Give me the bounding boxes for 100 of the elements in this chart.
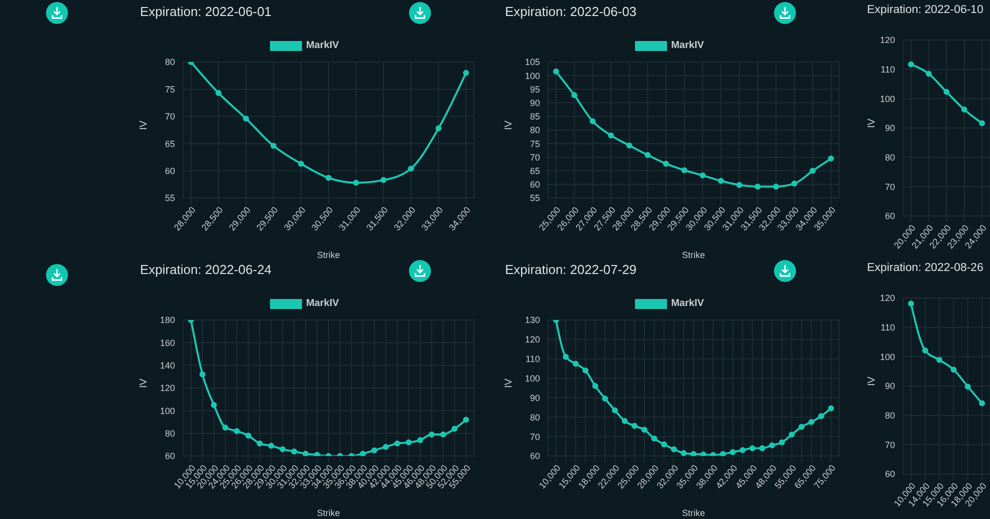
x-axis-title: Strike	[682, 250, 706, 260]
point	[245, 432, 252, 439]
y-tick-label: 60	[530, 451, 540, 462]
y-tick-label: 80	[164, 57, 175, 68]
point	[773, 184, 779, 190]
point	[440, 431, 446, 438]
point	[718, 178, 724, 184]
point	[608, 132, 614, 138]
y-axis-title: IV	[138, 120, 150, 130]
point	[371, 447, 378, 454]
chart-title: Expiration: 2022-06-24	[140, 262, 272, 277]
point	[571, 92, 578, 98]
y-tick-label: 70	[530, 432, 540, 442]
point	[651, 436, 658, 442]
y-tick-label: 70	[884, 440, 895, 450]
y-tick-label: 180	[160, 315, 175, 326]
point	[562, 354, 569, 360]
point	[700, 172, 706, 178]
point	[979, 400, 985, 406]
point	[382, 444, 389, 450]
point	[769, 442, 776, 448]
point	[602, 396, 608, 402]
y-tick-label: 60	[884, 469, 895, 480]
y-tick-label: 55	[530, 193, 540, 204]
y-tick-label: 80	[530, 125, 540, 136]
point	[736, 182, 742, 188]
point	[964, 384, 971, 390]
point	[270, 142, 276, 149]
point	[408, 166, 414, 172]
point	[353, 180, 359, 186]
point	[641, 426, 648, 433]
y-tick-label: 110	[880, 64, 895, 75]
y-tick-label: 60	[884, 211, 895, 222]
y-tick-label: 120	[880, 35, 895, 46]
point	[452, 426, 458, 432]
y-tick-label: 80	[884, 152, 895, 163]
y-tick-label: 60	[530, 180, 540, 190]
y-axis-title: IV	[504, 120, 515, 130]
y-tick-label: 110	[880, 322, 895, 333]
y-tick-label: 60	[164, 451, 175, 462]
point	[922, 348, 928, 354]
point	[291, 448, 298, 454]
point	[582, 368, 588, 374]
point	[730, 449, 736, 456]
point	[428, 431, 435, 438]
point	[749, 445, 756, 452]
point	[908, 61, 914, 68]
y-tick-label: 120	[160, 383, 175, 394]
point	[463, 70, 469, 76]
x-axis-title: Strike	[682, 508, 706, 518]
y-tick-label: 90	[530, 392, 540, 403]
point	[243, 116, 249, 122]
point	[798, 424, 805, 430]
point	[936, 356, 942, 363]
point	[778, 439, 785, 446]
point	[663, 160, 669, 167]
point	[622, 418, 628, 424]
point	[463, 416, 469, 423]
legend-label: MarkIV	[670, 298, 704, 309]
point	[394, 440, 400, 447]
y-tick-label: 65	[164, 138, 175, 149]
y-tick-label: 120	[880, 293, 895, 304]
chart-title: Expiration: 2022-07-29	[505, 262, 637, 277]
y-tick-label: 90	[530, 98, 540, 108]
point	[680, 450, 687, 456]
x-axis-title: Strike	[316, 508, 340, 518]
y-tick-label: 80	[884, 410, 895, 421]
y-tick-label: 85	[530, 112, 540, 122]
y-tick-label: 110	[526, 354, 540, 364]
y-tick-label: 100	[160, 406, 175, 416]
y-tick-label: 70	[164, 112, 175, 122]
point	[632, 422, 638, 429]
point	[592, 383, 598, 390]
y-tick-label: 55	[164, 193, 175, 204]
chart-title: Expiration: 2022-06-10	[867, 4, 984, 16]
point	[222, 424, 228, 431]
point	[298, 160, 304, 167]
y-tick-label: 120	[524, 334, 540, 345]
y-tick-label: 105	[524, 57, 540, 68]
point	[961, 106, 968, 113]
point	[759, 445, 766, 452]
point	[326, 174, 332, 181]
y-tick-label: 100	[524, 70, 540, 81]
legend-label: MarkIV	[305, 298, 339, 309]
chart-title: Expiration: 2022-06-01	[140, 4, 272, 19]
point	[302, 450, 309, 456]
point	[700, 451, 706, 456]
point	[950, 366, 957, 373]
point	[612, 407, 618, 414]
point	[828, 156, 834, 162]
point	[234, 428, 240, 434]
x-axis-title: Strike	[316, 250, 340, 260]
point	[199, 371, 206, 378]
point	[644, 152, 651, 158]
y-tick-label: 60	[164, 166, 175, 176]
legend-label: MarkIV	[670, 40, 704, 51]
y-tick-label: 140	[160, 360, 175, 371]
point	[720, 451, 726, 456]
y-axis-title: IV	[866, 118, 878, 128]
y-tick-label: 95	[530, 84, 540, 94]
